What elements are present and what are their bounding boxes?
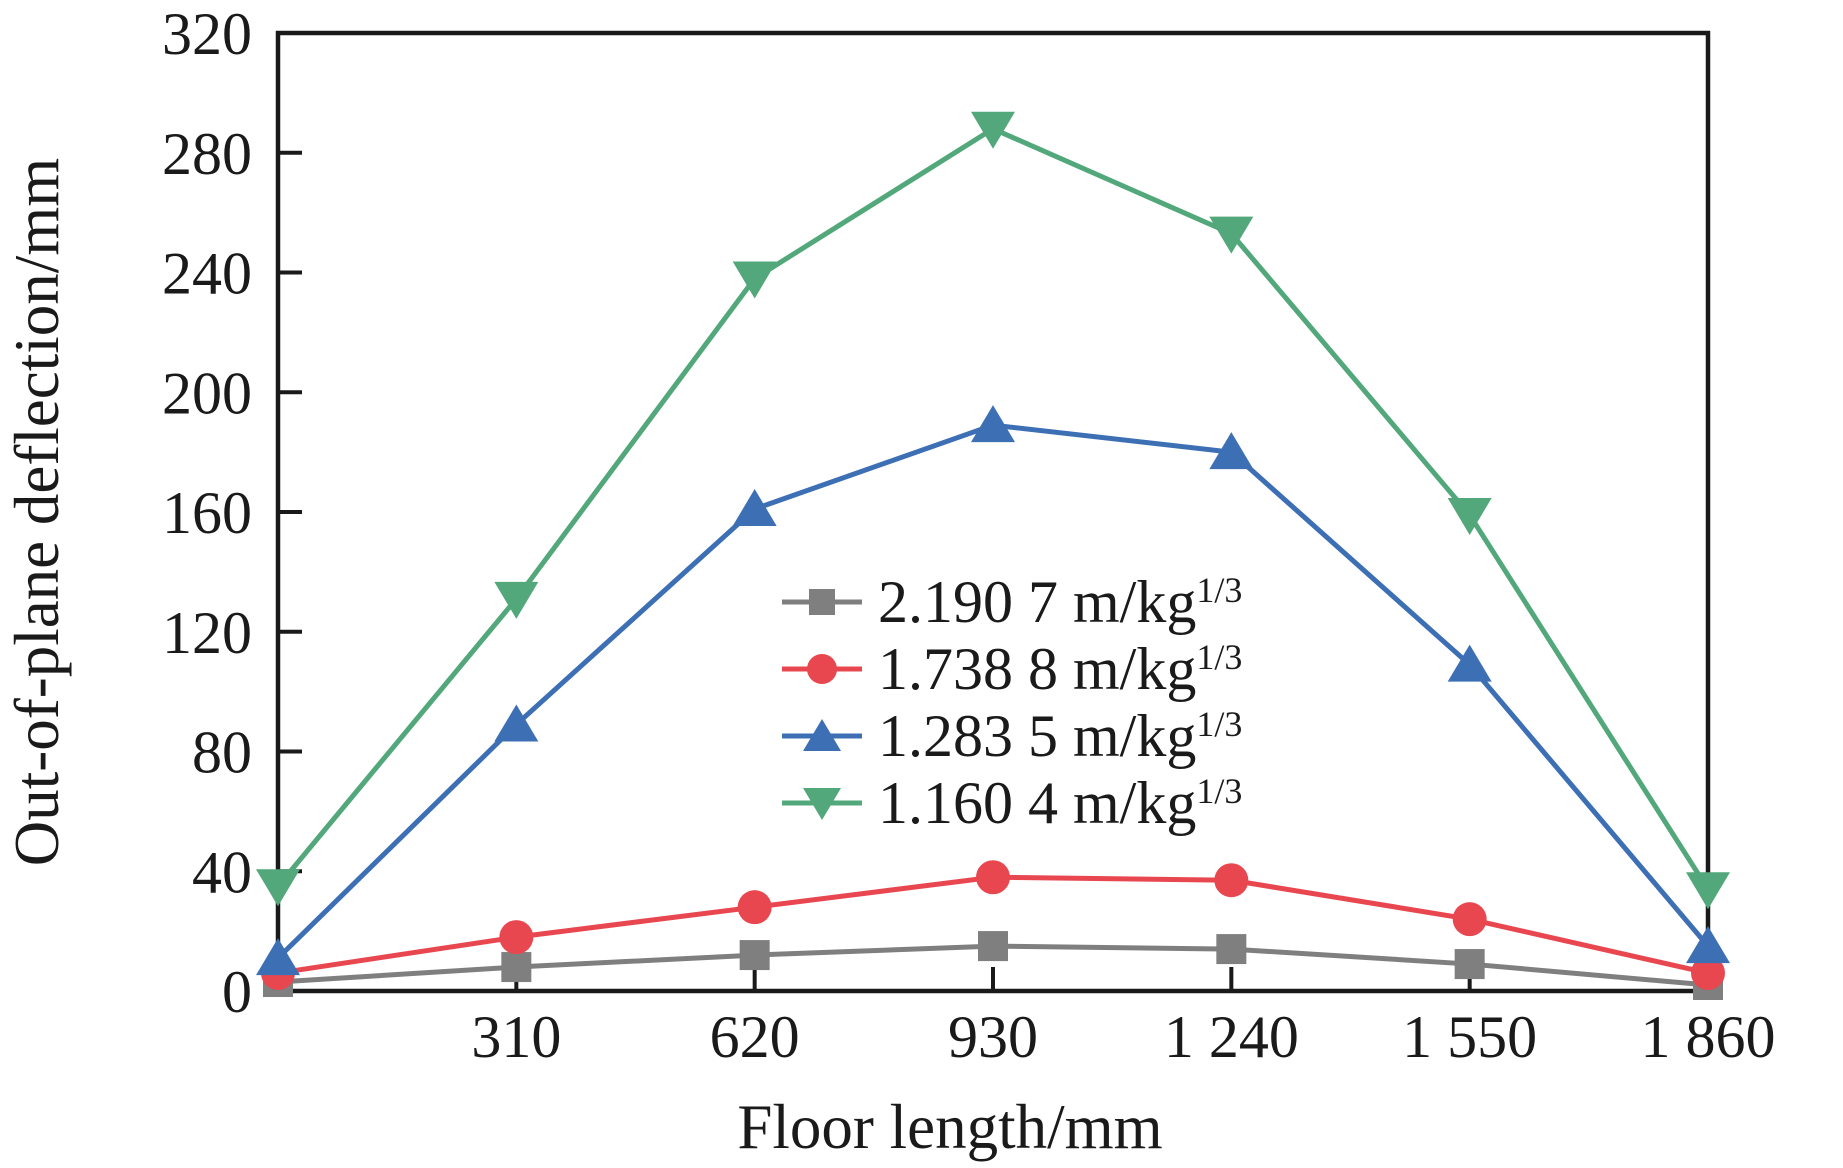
y-tick-label: 40: [192, 839, 252, 905]
marker-triangle-down: [971, 111, 1015, 149]
marker-square: [739, 940, 770, 971]
legend-marker-glyph: [803, 787, 841, 820]
marker-triangle-up: [1209, 432, 1254, 470]
legend-marker-square: [782, 588, 862, 615]
legend-marker-triangle-up: [782, 718, 862, 751]
marker-circle: [1691, 956, 1725, 991]
x-tick-label: 620: [710, 1004, 800, 1070]
y-tick-label: 320: [162, 1, 252, 67]
x-tick-label: 1 550: [1402, 1004, 1537, 1070]
legend-label-exponent: 1/3: [1196, 636, 1243, 677]
legend-label: 1.160 4 m/kg1/3: [878, 773, 1242, 833]
marker-triangle-up: [494, 704, 539, 742]
marker-triangle-down: [732, 261, 777, 299]
legend-label-text: 2.190 7 m/kg: [878, 568, 1197, 635]
legend-marker-circle: [782, 653, 862, 684]
legend-marker-glyph: [803, 718, 841, 751]
y-tick-label: 280: [162, 121, 252, 187]
marker-triangle-down: [256, 869, 300, 907]
marker-square: [501, 952, 532, 983]
marker-triangle-down: [1209, 216, 1254, 254]
marker-circle: [1452, 902, 1487, 937]
x-axis-label: Floor length/mm: [737, 1092, 1162, 1162]
x-tick-label: 930: [948, 1004, 1038, 1070]
marker-square: [978, 931, 1008, 962]
marker-circle: [737, 890, 772, 925]
marker-triangle-up: [256, 938, 300, 976]
marker-circle: [976, 860, 1010, 895]
legend-label-exponent: 1/3: [1196, 703, 1243, 744]
marker-circle: [499, 920, 534, 955]
legend-label-exponent: 1/3: [1196, 770, 1243, 811]
y-tick-label: 240: [162, 241, 252, 307]
legend-label-text: 1.283 5 m/kg: [878, 702, 1197, 769]
marker-triangle-down: [494, 581, 539, 619]
legend-label: 2.190 7 m/kg1/3: [878, 572, 1242, 632]
legend-label: 1.283 5 m/kg1/3: [878, 706, 1242, 766]
legend-label-text: 1.160 4 m/kg: [878, 769, 1197, 836]
marker-triangle-up: [732, 489, 777, 527]
marker-triangle-down: [1447, 497, 1492, 535]
legend-item: 1.160 4 m/kg1/3: [780, 769, 1242, 836]
legend-label: 1.738 8 m/kg1/3: [878, 639, 1242, 699]
marker-triangle-down: [1686, 872, 1730, 910]
y-tick-label: 120: [162, 600, 252, 666]
legend-marker-glyph: [809, 588, 835, 615]
y-tick-label: 0: [222, 959, 252, 1025]
marker-square: [1216, 934, 1247, 965]
x-tick-label: 310: [471, 1004, 561, 1070]
x-tick-label: 1 240: [1164, 1004, 1299, 1070]
y-tick-label: 80: [192, 720, 252, 786]
legend-item: 1.738 8 m/kg1/3: [780, 635, 1242, 702]
y-tick-label: 160: [162, 480, 252, 546]
legend-item: 1.283 5 m/kg1/3: [780, 702, 1242, 769]
marker-triangle-up: [1686, 926, 1730, 964]
y-axis-label: Out-of-plane deflection/mm: [2, 158, 72, 867]
legend-label-text: 1.738 8 m/kg: [878, 635, 1197, 702]
marker-triangle-up: [971, 405, 1015, 443]
legend-marker-triangle-down: [782, 787, 862, 820]
marker-triangle-up: [1447, 644, 1492, 682]
marker-square: [1454, 949, 1485, 980]
x-tick-label: 1 860: [1641, 1004, 1776, 1070]
legend-marker-glyph: [807, 653, 837, 684]
plot-border: [275, 30, 1711, 994]
marker-circle: [1214, 863, 1249, 898]
y-tick-label: 200: [162, 360, 252, 426]
legend-label-exponent: 1/3: [1196, 569, 1243, 610]
legend: 2.190 7 m/kg1/3 1.738 8 m/kg1/3 1.283 5 m/…: [780, 568, 1242, 836]
legend-item: 2.190 7 m/kg1/3: [780, 568, 1242, 635]
